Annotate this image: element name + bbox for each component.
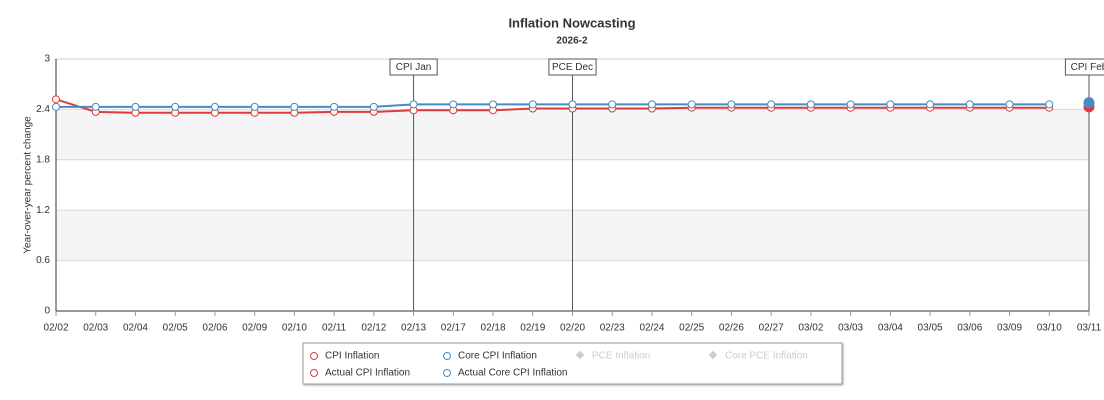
point-marker	[489, 100, 498, 109]
y-tick-label: 1.8	[36, 154, 50, 165]
legend-label[interactable]: Core PCE Inflation	[725, 351, 808, 362]
x-tick-label: 03/09	[997, 323, 1022, 334]
x-tick-label: 03/10	[1037, 323, 1062, 334]
x-tick-label: 02/24	[639, 323, 664, 334]
legend-label[interactable]: PCE Inflation	[592, 351, 650, 362]
legend-symbol	[443, 352, 451, 360]
annotation-label: CPI Feb	[1071, 62, 1104, 73]
y-tick-label: 1.2	[36, 205, 50, 216]
y-tick-label: 0	[44, 306, 50, 317]
x-tick-label: 02/13	[401, 323, 426, 334]
x-tick-label: 03/03	[838, 323, 863, 334]
point-marker	[608, 100, 617, 109]
chart-subtitle: 2026-2	[556, 36, 588, 47]
point-marker	[1045, 100, 1054, 109]
legend-symbol	[575, 350, 585, 360]
point-marker	[806, 100, 815, 109]
annotation-label: PCE Dec	[552, 62, 593, 73]
x-tick-label: 02/04	[123, 323, 148, 334]
x-tick-label: 02/27	[759, 323, 784, 334]
x-tick-label: 02/05	[163, 323, 188, 334]
x-tick-label: 02/18	[481, 323, 506, 334]
x-tick-label: 03/04	[878, 323, 903, 334]
point-marker	[330, 102, 339, 111]
x-tick-label: 03/05	[918, 323, 943, 334]
point-marker	[1005, 100, 1014, 109]
point-marker	[886, 100, 895, 109]
point-marker	[171, 102, 180, 111]
x-tick-label: 03/06	[957, 323, 982, 334]
point-marker	[647, 100, 656, 109]
point-marker	[926, 100, 935, 109]
point-marker	[409, 100, 418, 109]
point-marker	[91, 102, 100, 111]
point-marker	[568, 100, 577, 109]
x-tick-label: 02/03	[83, 323, 108, 334]
point-marker	[727, 100, 736, 109]
legend-label[interactable]: Core CPI Inflation	[458, 351, 537, 362]
x-tick-label: 02/17	[441, 323, 466, 334]
series-line	[56, 103, 1050, 108]
y-tick-label: 2.4	[36, 104, 50, 115]
y-tick-label: 3	[44, 54, 50, 65]
x-tick-label: 02/12	[361, 323, 386, 334]
annotation-box	[1064, 58, 1104, 76]
chart-title: Inflation Nowcasting	[508, 15, 635, 30]
point-marker	[52, 95, 60, 104]
point-marker	[687, 100, 696, 109]
point-marker	[290, 102, 299, 111]
x-tick-label: 03/02	[798, 323, 823, 334]
point-marker	[528, 100, 537, 109]
series-line	[55, 98, 1050, 114]
y-axis-label: Year-over-year percent change	[23, 116, 34, 254]
y-tick-label: 0.6	[36, 255, 50, 266]
x-tick-label: 02/02	[43, 323, 68, 334]
x-tick-label: 02/26	[719, 323, 744, 334]
x-tick-label: 02/06	[202, 323, 227, 334]
x-tick-label: 02/11	[322, 323, 347, 334]
point-marker	[131, 102, 140, 111]
legend-symbol	[310, 352, 318, 360]
legend-symbol	[443, 369, 451, 377]
legend-label[interactable]: Actual CPI Inflation	[325, 368, 410, 379]
point-marker	[369, 102, 378, 111]
x-tick-label: 02/19	[520, 323, 545, 334]
point-marker	[210, 102, 219, 111]
point-marker	[965, 100, 974, 109]
legend-box	[302, 342, 843, 385]
x-tick-label: 02/10	[282, 323, 307, 334]
legend-symbol	[310, 369, 318, 377]
x-tick-label: 02/25	[679, 323, 704, 334]
x-tick-label: 02/09	[242, 323, 267, 334]
annotation-box	[389, 58, 438, 76]
x-tick-label: 02/20	[560, 323, 585, 334]
annotation-label: CPI Jan	[396, 62, 432, 73]
actual-marker	[1083, 97, 1095, 109]
point-marker	[52, 102, 60, 111]
x-tick-label: 03/11	[1077, 323, 1102, 334]
point-marker	[449, 100, 458, 109]
legend-label[interactable]: Actual Core CPI Inflation	[458, 368, 568, 379]
point-marker	[846, 100, 855, 109]
legend-label[interactable]: CPI Inflation	[325, 351, 379, 362]
x-tick-label: 02/23	[600, 323, 625, 334]
legend-symbol	[708, 350, 718, 360]
point-marker	[250, 102, 259, 111]
point-marker	[767, 100, 776, 109]
annotation-box	[548, 58, 597, 76]
